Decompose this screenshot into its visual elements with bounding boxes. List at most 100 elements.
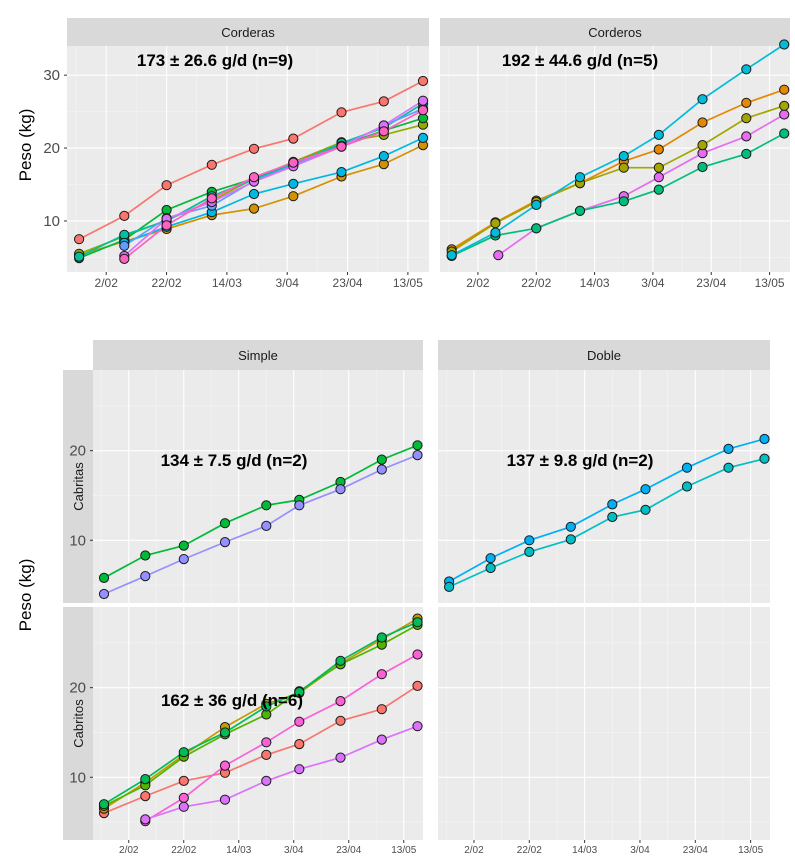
y-tick-label: 10 [43, 213, 60, 230]
data-point [653, 129, 664, 140]
data-point [376, 669, 387, 680]
data-point [490, 218, 501, 229]
panel-background [438, 607, 770, 840]
data-point [417, 75, 429, 87]
data-point [412, 450, 423, 461]
data-point [261, 701, 272, 712]
data-point [161, 180, 172, 191]
data-point [140, 550, 151, 561]
facet-strip-label: Corderos [588, 25, 642, 40]
data-point [417, 132, 429, 143]
data-point [206, 193, 217, 204]
data-point [376, 454, 387, 465]
data-point [618, 151, 629, 162]
data-point [531, 199, 542, 210]
data-point [288, 178, 299, 189]
data-point [261, 749, 272, 761]
data-point [412, 649, 423, 660]
x-tick-label: 23/04 [696, 276, 726, 290]
data-point [376, 704, 387, 715]
data-point [697, 161, 708, 173]
facet-row-strip [63, 370, 93, 603]
data-point [178, 554, 189, 565]
x-tick-label: 2/02 [466, 276, 490, 290]
series-line [123, 109, 424, 260]
data-point [219, 794, 231, 805]
data-point [248, 172, 260, 183]
data-point [294, 716, 305, 727]
data-point [335, 715, 346, 726]
data-point [378, 126, 389, 137]
data-point [98, 572, 110, 584]
facet-strip-label: Corderas [221, 25, 275, 40]
data-point [412, 721, 423, 732]
data-point [336, 107, 347, 118]
data-point [653, 184, 664, 195]
data-point [219, 760, 231, 771]
data-point [697, 117, 708, 128]
data-point [524, 546, 535, 558]
data-point [618, 162, 629, 173]
x-tick-label: 3/04 [630, 845, 650, 856]
data-point [178, 747, 189, 758]
data-point [294, 739, 305, 750]
growth-rate-annotation: 192 ± 44.6 g/d (n=5) [502, 51, 658, 70]
data-point [261, 775, 272, 787]
series-line [144, 653, 418, 822]
data-point [294, 500, 305, 511]
data-point [697, 94, 708, 105]
y-tick-label: 10 [69, 532, 86, 549]
data-point [779, 128, 790, 139]
data-point [98, 799, 110, 810]
data-point [485, 553, 496, 564]
x-tick-label: 14/03 [226, 845, 251, 856]
data-point [574, 172, 586, 183]
data-point [378, 96, 389, 107]
y-axis-title-top: Peso (kg) [16, 109, 35, 182]
data-point [417, 95, 429, 106]
data-point [376, 632, 387, 643]
growth-rate-annotation: 134 ± 7.5 g/d (n=2) [161, 451, 308, 470]
panel-simple-cabritas: Simple Cabritas 10 20 134 ± 7.5 g/d (n=2) [63, 340, 423, 603]
data-point [140, 791, 151, 802]
data-point [607, 499, 618, 510]
facet-row-strip-label: Cabritos [71, 699, 86, 748]
data-point [261, 520, 272, 532]
x-tick-label: 13/05 [755, 276, 785, 290]
panel-doble-cabritos: 2/02 22/02 14/03 3/04 23/04 13/05 [438, 607, 770, 856]
data-point [335, 696, 346, 707]
data-point [288, 133, 299, 144]
data-point [140, 774, 151, 785]
panel-doble-cabritas: Doble 137 ± 9.8 g/d (n=2) [438, 340, 770, 603]
data-point [640, 504, 651, 515]
data-point [335, 752, 346, 763]
x-tick-label: 14/03 [572, 845, 597, 856]
data-point [779, 39, 790, 50]
facet-strip [67, 18, 429, 46]
x-tick-label: 13/05 [391, 845, 416, 856]
data-point [119, 253, 130, 264]
series-line [123, 137, 424, 244]
data-point [206, 159, 217, 170]
facet-strip [438, 340, 770, 370]
y-tick-label: 20 [69, 680, 86, 697]
y-tick-label: 20 [43, 140, 60, 157]
x-tick-label: 3/04 [641, 276, 665, 290]
x-tick-label: 14/03 [212, 276, 242, 290]
data-point [288, 191, 299, 202]
data-point [74, 234, 85, 245]
data-point [741, 113, 752, 124]
data-point [161, 220, 172, 231]
data-point [378, 151, 389, 162]
data-point [779, 100, 790, 111]
data-point [653, 144, 664, 155]
data-point [119, 240, 130, 251]
x-tick-label: 2/02 [464, 845, 484, 856]
x-tick-label: 23/04 [333, 276, 363, 290]
facet-row-strip-label: Cabritas [71, 462, 86, 511]
data-point [640, 484, 651, 495]
data-point [261, 737, 272, 748]
data-point [376, 734, 387, 745]
panel-background [93, 370, 423, 603]
data-point [444, 581, 455, 593]
